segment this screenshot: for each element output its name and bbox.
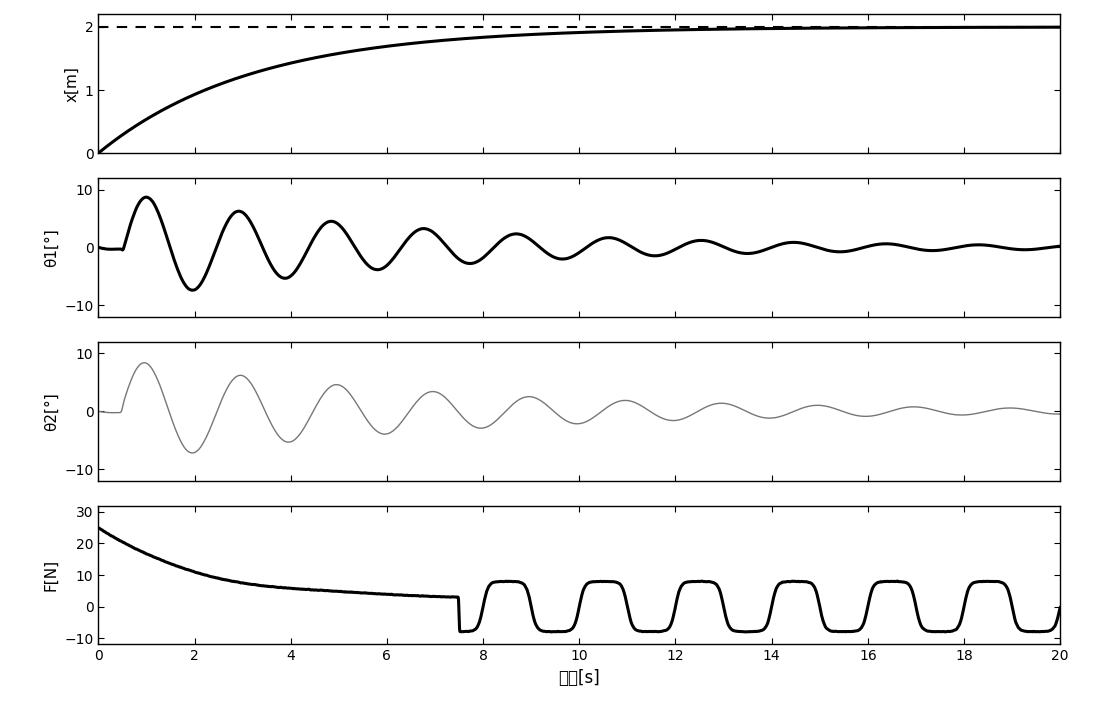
Y-axis label: F[N]: F[N]: [44, 559, 59, 591]
Y-axis label: θ2[°]: θ2[°]: [44, 392, 59, 430]
Y-axis label: x[m]: x[m]: [64, 66, 79, 102]
Y-axis label: θ1[°]: θ1[°]: [44, 228, 59, 267]
X-axis label: 时间[s]: 时间[s]: [559, 669, 600, 687]
